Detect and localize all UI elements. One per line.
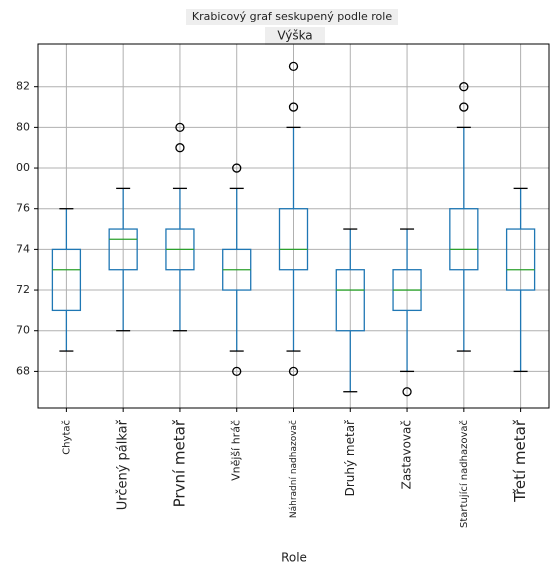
y-tick-label: 72 (16, 283, 30, 296)
y-tick-label: 68 (16, 364, 30, 377)
outlier (232, 163, 242, 173)
title-bg (186, 9, 398, 25)
chart-subtitle: Výška (277, 29, 312, 43)
chart-title: Krabicový graf seskupený podle role (192, 10, 392, 23)
y-tick-label: 82 (16, 80, 30, 93)
x-tick-label: Třetí metař (511, 419, 529, 503)
x-tick-label: Startující nadhazovač (458, 420, 470, 528)
x-tick-label: Určený pálkař (116, 419, 131, 510)
box (278, 208, 309, 271)
plot-frame (37, 43, 550, 409)
box (108, 228, 138, 271)
subtitle-bg (265, 27, 325, 45)
x-tick-label: Druhý metař (343, 419, 357, 496)
box (51, 248, 82, 312)
outlier (402, 387, 412, 397)
x-tick-label: Zastavovač (400, 420, 414, 489)
outlier (459, 82, 469, 92)
x-axis-label: Role (281, 551, 307, 565)
outlier (232, 366, 242, 377)
y-tick-label: 00 (16, 161, 30, 174)
box (449, 208, 479, 271)
y-tick-label: 76 (16, 202, 30, 215)
x-tick-label: První metař (170, 419, 188, 507)
outlier (175, 122, 185, 133)
box (505, 228, 536, 291)
y-tick-label: 70 (16, 324, 30, 337)
box (335, 269, 365, 332)
y-tick-label: 74 (16, 242, 30, 255)
x-tick-label: Chytač (60, 420, 72, 455)
y-tick-label: 80 (16, 120, 30, 133)
x-tick-label: Náhradní nadhazovač (288, 420, 299, 518)
outlier (288, 61, 299, 72)
outlier (175, 143, 185, 153)
outlier (288, 102, 299, 112)
x-tick-label: Vnější hráč (230, 420, 243, 481)
outlier (288, 366, 299, 377)
outlier (459, 102, 469, 112)
